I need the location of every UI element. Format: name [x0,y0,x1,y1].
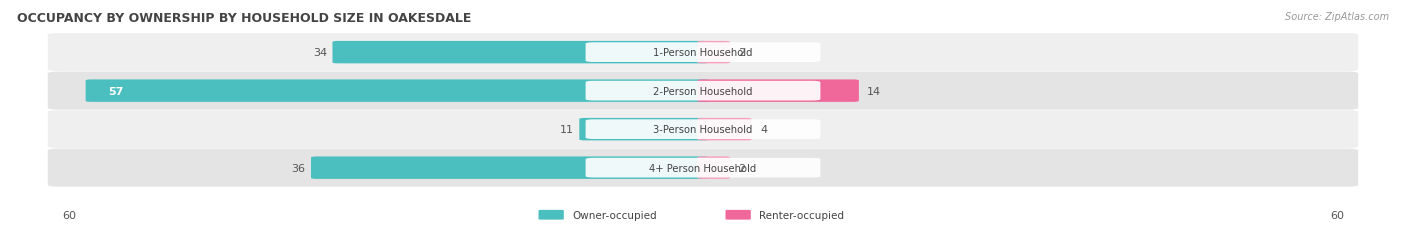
Text: 1-Person Household: 1-Person Household [654,48,752,58]
FancyBboxPatch shape [585,43,821,63]
FancyBboxPatch shape [585,82,821,101]
Text: 11: 11 [560,125,574,135]
FancyBboxPatch shape [48,72,1358,110]
Text: 34: 34 [312,48,326,58]
FancyBboxPatch shape [725,210,751,220]
Text: 4+ Person Household: 4+ Person Household [650,163,756,173]
FancyBboxPatch shape [538,210,564,220]
FancyBboxPatch shape [48,111,1358,149]
FancyBboxPatch shape [697,157,730,179]
FancyBboxPatch shape [579,119,709,141]
Text: 4: 4 [761,125,768,135]
Text: OCCUPANCY BY OWNERSHIP BY HOUSEHOLD SIZE IN OAKESDALE: OCCUPANCY BY OWNERSHIP BY HOUSEHOLD SIZE… [17,12,471,24]
FancyBboxPatch shape [48,149,1358,187]
FancyBboxPatch shape [697,119,752,141]
FancyBboxPatch shape [585,120,821,139]
Text: 57: 57 [108,86,124,96]
FancyBboxPatch shape [86,80,709,102]
Text: 14: 14 [868,86,882,96]
FancyBboxPatch shape [697,80,859,102]
Text: Source: ZipAtlas.com: Source: ZipAtlas.com [1285,12,1389,21]
Text: Renter-occupied: Renter-occupied [759,210,844,220]
FancyBboxPatch shape [332,42,709,64]
Text: 2: 2 [738,48,745,58]
FancyBboxPatch shape [585,158,821,178]
Text: 2-Person Household: 2-Person Household [654,86,752,96]
Text: 60: 60 [62,210,76,220]
Text: Owner-occupied: Owner-occupied [572,210,657,220]
Text: 2: 2 [738,163,745,173]
Text: 60: 60 [1330,210,1344,220]
Text: 3-Person Household: 3-Person Household [654,125,752,135]
FancyBboxPatch shape [311,157,709,179]
Text: 36: 36 [291,163,305,173]
FancyBboxPatch shape [48,34,1358,72]
FancyBboxPatch shape [697,42,730,64]
